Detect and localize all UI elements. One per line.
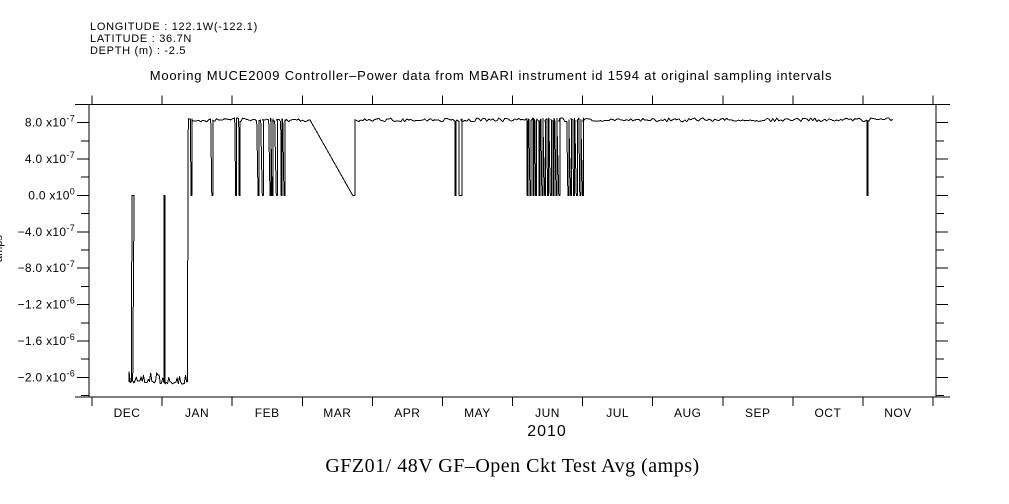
x-month-label: AUG [674, 406, 702, 420]
x-month-label: SEP [745, 406, 771, 420]
x-month-label: FEB [255, 406, 280, 420]
x-month-label: NOV [884, 406, 912, 420]
plot-box [88, 104, 937, 398]
y-tick-label: −2.0 x10-6 [18, 368, 75, 384]
y-tick-label: 0.0 x100 [28, 186, 75, 202]
x-month-label: MAR [323, 406, 351, 420]
longitude-label: LONGITUDE : 122.1W(-122.1) [90, 21, 258, 33]
y-tick-label: −1.6 x10-6 [18, 332, 75, 348]
x-month-label: JUN [535, 406, 560, 420]
y-tick-label: 4.0 x10-7 [25, 150, 75, 166]
location-metadata: LONGITUDE : 122.1W(-122.1) LATITUDE : 36… [90, 21, 258, 57]
x-month-label: APR [394, 406, 420, 420]
y-axis-unit-label: amps [0, 235, 5, 262]
latitude-label: LATITUDE : 36.7N [90, 33, 193, 45]
x-month-label: JAN [185, 406, 209, 420]
plot-title: Mooring MUCE2009 Controller–Power data f… [149, 68, 833, 83]
y-tick-label: −4.0 x10-7 [18, 223, 75, 239]
y-tick-label: −1.2 x10-6 [18, 296, 75, 312]
x-month-label: JUL [606, 406, 629, 420]
y-tick-label: 8.0 x10-7 [25, 114, 75, 130]
chart-footer-title: GFZ01/ 48V GF–Open Ckt Test Avg (amps) [325, 455, 700, 477]
x-month-label: MAY [464, 406, 491, 420]
x-month-label: OCT [814, 406, 841, 420]
y-tick-label: −8.0 x10-7 [18, 259, 75, 275]
x-month-label: DEC [114, 406, 141, 420]
data-trace [128, 117, 894, 385]
depth-label: DEPTH (m) : -2.5 [90, 45, 187, 57]
x-axis-year-label: 2010 [527, 423, 567, 440]
